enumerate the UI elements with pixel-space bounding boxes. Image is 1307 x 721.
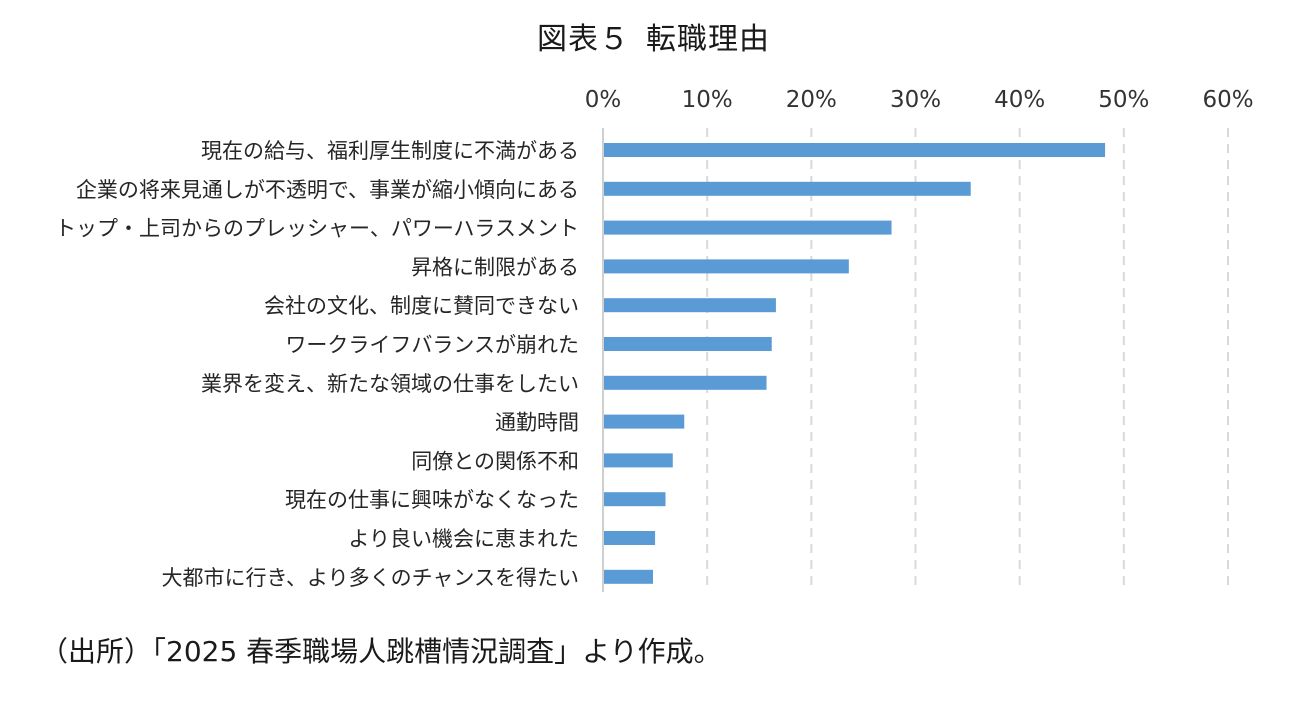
category-label: 現在の仕事に興味がなくなった xyxy=(285,488,579,512)
category-label: トップ・上司からのプレッシャー、パワーハラスメント xyxy=(55,217,579,241)
bar xyxy=(604,181,971,196)
x-tick-label: 20% xyxy=(786,87,837,113)
gridlines xyxy=(602,128,1229,592)
bar xyxy=(604,259,849,274)
bar xyxy=(604,375,767,390)
category-label: 大都市に行き、より多くのチャンスを得たい xyxy=(162,566,579,590)
x-tick-label: 60% xyxy=(1202,87,1253,113)
category-labels: 現在の給与、福利厚生制度に不満がある企業の将来見通しが不透明で、事業が縮小傾向に… xyxy=(55,139,579,590)
x-tick-label: 40% xyxy=(994,87,1045,113)
bar xyxy=(604,492,666,507)
bar xyxy=(604,143,1106,157)
bar xyxy=(604,220,892,235)
x-tick-label: 0% xyxy=(585,87,622,113)
bar xyxy=(604,531,656,545)
chart-title-figure-number: 図表５ xyxy=(537,22,630,57)
x-tick-label: 10% xyxy=(682,87,733,113)
bar xyxy=(604,298,776,313)
x-tick-label: 30% xyxy=(890,87,941,113)
category-label: より良い機会に恵まれた xyxy=(348,527,579,551)
category-label: 昇格に制限がある xyxy=(411,255,579,279)
category-label: 業界を変え、新たな領域の仕事をしたい xyxy=(201,372,579,396)
bar xyxy=(604,453,673,468)
bar xyxy=(604,569,653,584)
x-tick-label: 50% xyxy=(1098,87,1149,113)
category-label: 通勤時間 xyxy=(495,411,579,435)
category-label: 企業の将来見通しが不透明で、事業が縮小傾向にある xyxy=(76,178,579,202)
chart-title: 図表５ 転職理由 xyxy=(0,20,1307,60)
bar xyxy=(604,414,685,429)
x-axis: 0% 10% 20% 30% 40% 50% 60% xyxy=(585,87,1254,113)
category-label: 会社の文化、制度に賛同できない xyxy=(264,294,579,318)
bar xyxy=(604,337,772,351)
chart-title-text: 転職理由 xyxy=(646,22,770,57)
category-label: ワークライフバランスが崩れた xyxy=(285,333,579,357)
category-label: 同僚との関係不和 xyxy=(411,449,579,473)
category-label: 現在の給与、福利厚生制度に不満がある xyxy=(201,139,579,163)
bars xyxy=(604,143,1106,584)
source-note: （出所）「2025 春季職場人跳槽情況調査」より作成。 xyxy=(40,635,722,668)
